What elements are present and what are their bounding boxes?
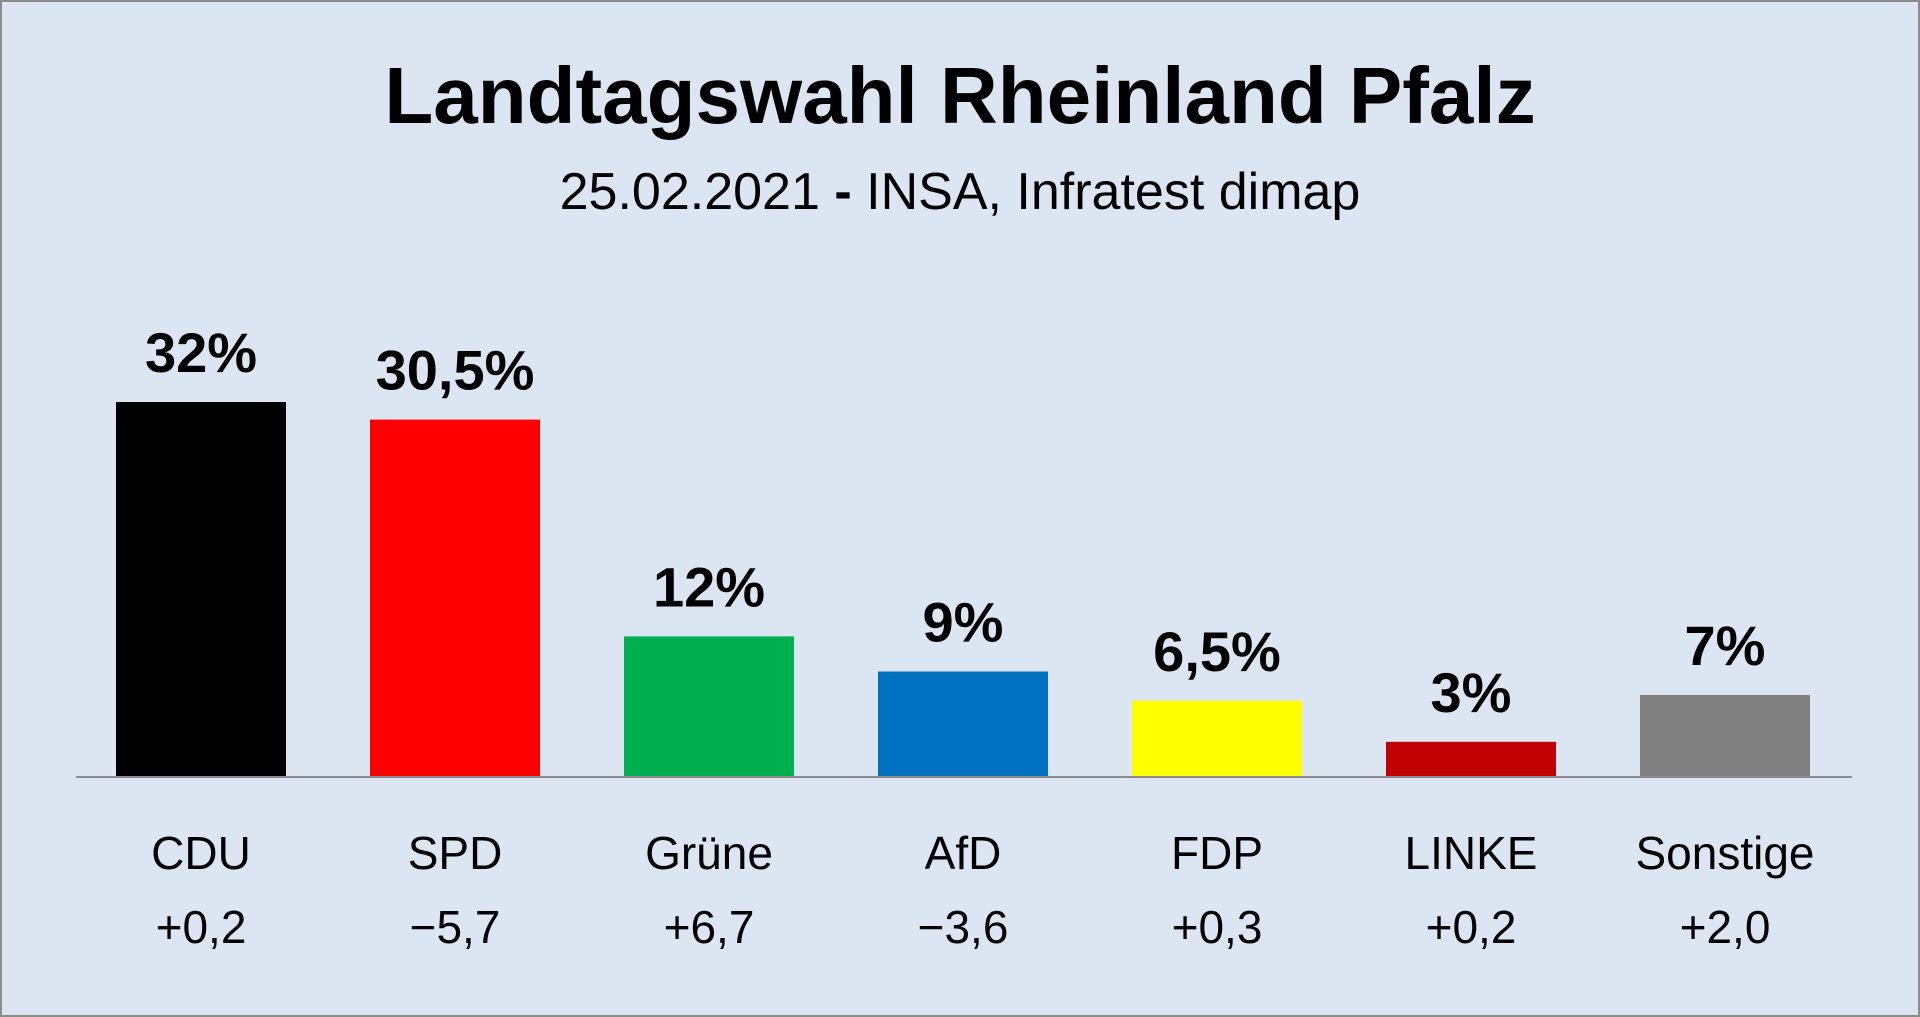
bar-linke xyxy=(1386,741,1556,777)
subtitle-dash: - xyxy=(834,163,852,221)
category-label-linke: LINKE xyxy=(1405,827,1538,879)
value-label-fdp: 6,5% xyxy=(1153,620,1281,683)
value-label-sonstige: 7% xyxy=(1685,614,1766,677)
change-label-spd: −5,7 xyxy=(410,901,501,953)
category-label-sonstige: Sonstige xyxy=(1635,827,1814,879)
change-label-gr-ne: +6,7 xyxy=(664,901,755,953)
change-label-afd: −3,6 xyxy=(918,901,1009,953)
subtitle-date: 25.02.2021 xyxy=(559,163,820,221)
chart-subtitle: 25.02.2021 - INSA, Infratest dimap xyxy=(2,162,1918,222)
change-label-fdp: +0,3 xyxy=(1172,901,1263,953)
value-label-afd: 9% xyxy=(923,591,1004,654)
category-label-fdp: FDP xyxy=(1171,827,1263,879)
category-label-afd: AfD xyxy=(925,827,1002,879)
change-label-sonstige: +2,0 xyxy=(1680,901,1771,953)
category-label-cdu: CDU xyxy=(151,827,251,879)
bar-sonstige xyxy=(1640,694,1810,777)
bar-spd xyxy=(370,419,540,777)
category-label-spd: SPD xyxy=(408,827,503,879)
value-label-cdu: 32% xyxy=(145,321,257,384)
change-label-linke: +0,2 xyxy=(1426,901,1517,953)
bar-fdp xyxy=(1132,700,1302,777)
bar-gr-ne xyxy=(624,636,794,777)
value-label-gr-ne: 12% xyxy=(653,555,765,618)
bar-cdu xyxy=(116,402,286,777)
value-label-linke: 3% xyxy=(1431,661,1512,724)
subtitle-source: INSA, Infratest dimap xyxy=(866,163,1361,221)
bar-afd xyxy=(878,671,1048,777)
value-label-spd: 30,5% xyxy=(376,339,535,402)
change-label-cdu: +0,2 xyxy=(156,901,247,953)
chart-title: Landtagswahl Rheinland Pfalz xyxy=(384,51,1536,140)
category-label-gr-ne: Grüne xyxy=(645,827,773,879)
